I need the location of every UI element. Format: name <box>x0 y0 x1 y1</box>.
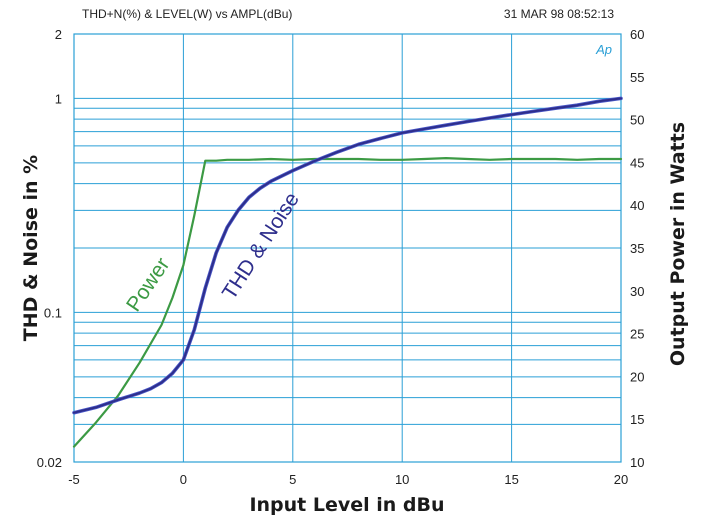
y-left-tick-labels: 2 1 0.1 0.02 <box>37 27 62 470</box>
x-tick-label: 15 <box>504 472 518 487</box>
plot-frame <box>73 33 622 463</box>
y-left-tick-label: 0.02 <box>37 455 62 470</box>
series-power-line <box>72 157 623 448</box>
ap-logo: Ap <box>595 42 612 57</box>
y-left-tick-label: 1 <box>55 91 62 106</box>
series-thd-noise-line <box>73 97 622 414</box>
x-tick-labels: -5 0 5 10 15 20 <box>68 472 628 487</box>
y-right-tick-label: 25 <box>630 327 644 342</box>
y-right-tick-label: 35 <box>630 241 644 256</box>
chart-timestamp: 31 MAR 98 08:52:13 <box>504 7 614 21</box>
y-right-tick-labels: 60 55 50 45 40 35 30 25 20 15 10 <box>630 27 644 470</box>
y-right-tick-label: 50 <box>630 113 644 128</box>
y-left-tick-label: 0.1 <box>44 305 62 320</box>
y-right-axis-label: Output Power in Watts <box>667 122 689 366</box>
x-tick-label: -5 <box>68 472 80 487</box>
y-right-tick-label: 55 <box>630 70 644 85</box>
chart-title: THD+N(%) & LEVEL(W) vs AMPL(dBu) <box>82 7 292 21</box>
x-axis-label: Input Level in dBu <box>249 494 444 516</box>
y-right-tick-label: 45 <box>630 155 644 170</box>
y-right-tick-label: 20 <box>630 369 644 384</box>
y-right-tick-label: 30 <box>630 284 644 299</box>
y-left-axis-label: THD & Noise in % <box>20 155 42 341</box>
series-layer <box>72 96 623 448</box>
y-right-tick-label: 40 <box>630 198 644 213</box>
x-tick-label: 10 <box>395 472 409 487</box>
y-left-tick-label: 2 <box>55 27 62 42</box>
y-right-tick-label: 10 <box>630 455 644 470</box>
grid <box>73 34 622 462</box>
x-tick-label: 5 <box>289 472 296 487</box>
y-right-tick-label: 60 <box>630 27 644 42</box>
y-right-tick-label: 15 <box>630 412 644 427</box>
x-tick-label: 20 <box>614 472 628 487</box>
x-tick-label: 0 <box>180 472 187 487</box>
